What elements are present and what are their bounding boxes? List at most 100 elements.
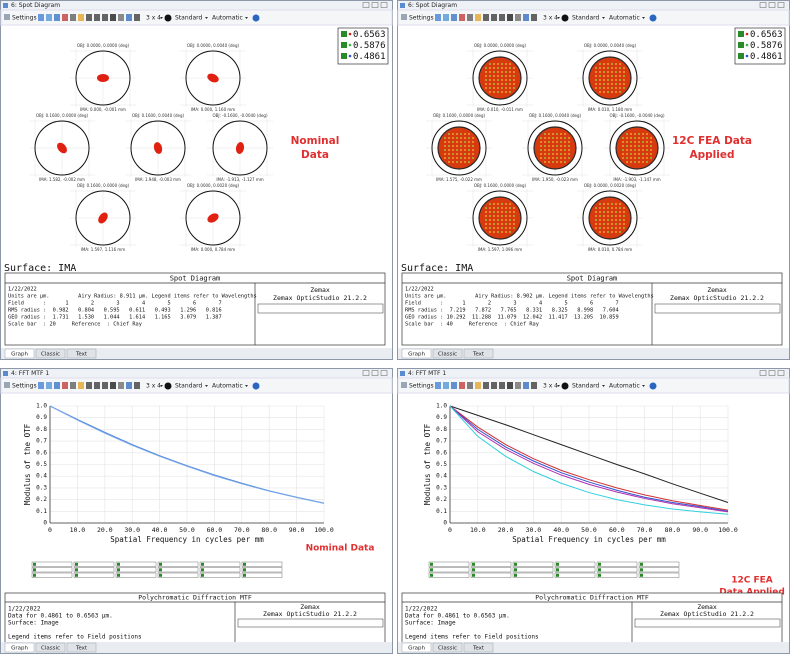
tab[interactable] (401, 348, 432, 359)
settings-button[interactable]: Settings (12, 15, 37, 22)
tab-label[interactable]: Text (472, 351, 485, 357)
toolbar-icon[interactable] (475, 14, 481, 21)
tab[interactable] (66, 348, 97, 359)
toolbar-icon[interactable] (94, 382, 100, 389)
tab[interactable] (463, 348, 494, 359)
toolbar-icon[interactable] (86, 382, 92, 389)
window-button[interactable] (777, 2, 785, 8)
layout-button[interactable]: 3 x 4 (543, 15, 558, 22)
tab[interactable] (4, 348, 35, 359)
settings-button[interactable]: Settings (409, 383, 434, 390)
toolbar-icon[interactable] (523, 14, 529, 21)
window-button[interactable] (768, 370, 776, 376)
toolbar-icon[interactable] (459, 382, 465, 389)
tab[interactable] (4, 642, 35, 653)
toolbar-icon[interactable] (531, 14, 537, 21)
toolbar-icon[interactable] (507, 14, 513, 21)
tab-label[interactable]: Graph (11, 351, 28, 357)
toolbar-icon[interactable] (46, 382, 52, 389)
window-button[interactable] (362, 370, 370, 376)
toolbar-icon[interactable] (78, 14, 84, 21)
tab[interactable] (35, 348, 66, 359)
toolbar-icon[interactable] (126, 382, 132, 389)
toolbar-icon[interactable] (491, 14, 497, 21)
toolbar-icon[interactable] (70, 382, 76, 389)
toolbar-icon[interactable] (126, 14, 132, 21)
tab-label[interactable]: Classic (41, 351, 60, 357)
toolbar-icon[interactable] (523, 382, 529, 389)
toolbar-icon[interactable] (38, 382, 44, 389)
toolbar-icon[interactable] (38, 14, 44, 21)
tab[interactable] (401, 642, 432, 653)
window-button[interactable] (380, 2, 388, 8)
toolbar-icon[interactable] (54, 14, 60, 21)
toolbar-icon[interactable] (62, 382, 68, 389)
scale-dropdown[interactable]: Automatic (212, 383, 243, 390)
toolbar-icon[interactable] (102, 14, 108, 21)
toolbar-icon[interactable] (443, 14, 449, 21)
tab-label[interactable]: Graph (408, 645, 425, 651)
toolbar-icon[interactable] (499, 14, 505, 21)
window-button[interactable] (759, 370, 767, 376)
toolbar-icon[interactable] (86, 14, 92, 21)
tab-label[interactable]: Classic (438, 645, 457, 651)
tab[interactable] (35, 642, 66, 653)
window-button[interactable] (768, 2, 776, 8)
tab-label[interactable]: Text (75, 645, 88, 651)
toolbar-icon[interactable] (515, 14, 521, 21)
toolbar-icon[interactable] (94, 14, 100, 21)
toolbar-icon[interactable] (102, 382, 108, 389)
window-button[interactable] (371, 2, 379, 8)
tab[interactable] (66, 642, 97, 653)
toolbar-icon[interactable] (451, 382, 457, 389)
help-icon[interactable] (252, 382, 260, 390)
toolbar-icon[interactable] (118, 382, 124, 389)
tab-label[interactable]: Text (75, 351, 88, 357)
toolbar-icon[interactable] (507, 382, 513, 389)
layout-button[interactable]: 3 x 4 (543, 383, 558, 390)
tab[interactable] (463, 642, 494, 653)
settings-button[interactable]: Settings (12, 383, 37, 390)
layout-button[interactable]: 3 x 4 (146, 383, 161, 390)
toolbar-icon[interactable] (110, 14, 116, 21)
toolbar-icon[interactable] (134, 14, 140, 21)
toolbar-icon[interactable] (78, 382, 84, 389)
toolbar-icon[interactable] (459, 14, 465, 21)
toolbar-icon[interactable] (515, 382, 521, 389)
scale-dropdown[interactable]: Automatic (609, 383, 640, 390)
tab-label[interactable]: Graph (11, 645, 28, 651)
mode-dropdown[interactable]: Standard (572, 15, 599, 22)
window-button[interactable] (380, 370, 388, 376)
window-button[interactable] (759, 2, 767, 8)
toolbar-icon[interactable] (467, 382, 473, 389)
tab-label[interactable]: Graph (408, 351, 425, 357)
layout-button[interactable]: 3 x 4 (146, 15, 161, 22)
mode-dropdown[interactable]: Standard (175, 383, 202, 390)
toolbar-icon[interactable] (483, 14, 489, 21)
toolbar-icon[interactable] (110, 382, 116, 389)
help-icon[interactable] (649, 382, 657, 390)
mode-dropdown[interactable]: Standard (572, 383, 599, 390)
settings-button[interactable]: Settings (409, 15, 434, 22)
toolbar-icon[interactable] (475, 382, 481, 389)
toolbar-icon[interactable] (62, 14, 68, 21)
toolbar-icon[interactable] (499, 382, 505, 389)
tab[interactable] (432, 348, 463, 359)
toolbar-icon[interactable] (46, 14, 52, 21)
window-button[interactable] (777, 370, 785, 376)
toolbar-icon[interactable] (483, 382, 489, 389)
tab-label[interactable]: Classic (438, 351, 457, 357)
window-button[interactable] (362, 2, 370, 8)
scale-dropdown[interactable]: Automatic (212, 15, 243, 22)
toolbar-icon[interactable] (118, 14, 124, 21)
tab-label[interactable]: Classic (41, 645, 60, 651)
tab[interactable] (432, 642, 463, 653)
toolbar-icon[interactable] (443, 382, 449, 389)
help-icon[interactable] (649, 14, 657, 22)
toolbar-icon[interactable] (134, 382, 140, 389)
toolbar-icon[interactable] (451, 14, 457, 21)
scale-dropdown[interactable]: Automatic (609, 15, 640, 22)
toolbar-icon[interactable] (467, 14, 473, 21)
toolbar-icon[interactable] (435, 14, 441, 21)
window-button[interactable] (371, 370, 379, 376)
